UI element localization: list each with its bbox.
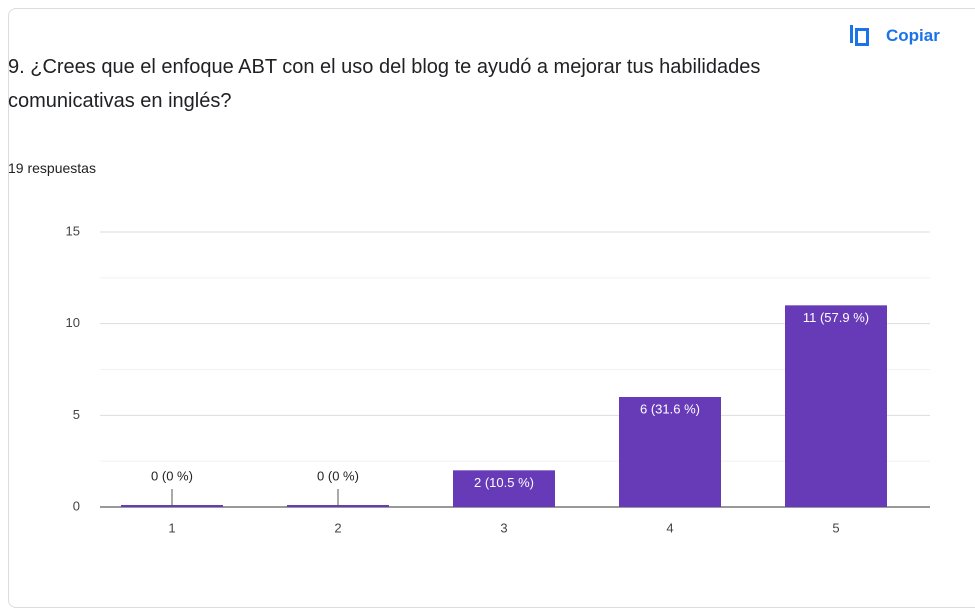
bar bbox=[619, 397, 721, 507]
x-tick-label: 1 bbox=[168, 520, 175, 535]
copy-label: Copiar bbox=[886, 26, 940, 45]
data-label: 2 (10.5 %) bbox=[474, 475, 534, 490]
data-label: 11 (57.9 %) bbox=[803, 310, 869, 325]
x-tick-label: 3 bbox=[500, 520, 507, 535]
response-count: 19 respuestas bbox=[8, 160, 96, 176]
page: 9. ¿Crees que el enfoque ABT con el uso … bbox=[8, 8, 975, 608]
data-label: 0 (0 %) bbox=[151, 468, 193, 483]
x-tick-label: 4 bbox=[666, 520, 673, 535]
data-label: 6 (31.6 %) bbox=[640, 401, 700, 416]
copy-icon bbox=[850, 25, 869, 46]
x-tick-label: 2 bbox=[334, 520, 341, 535]
data-label: 0 (0 %) bbox=[317, 468, 359, 483]
bar bbox=[785, 305, 887, 507]
y-tick-label: 15 bbox=[66, 223, 80, 238]
y-tick-label: 5 bbox=[73, 407, 80, 422]
bar bbox=[453, 470, 555, 507]
copy-button[interactable]: Copiar bbox=[846, 22, 940, 50]
y-tick-label: 0 bbox=[73, 498, 80, 513]
chart: 0 5 10 15 1 0 (0 %) 2 0 (0 %) 3 2 (10.5 %) 4 6 (31.… bbox=[66, 223, 930, 535]
y-tick-label: 10 bbox=[66, 315, 80, 330]
question-title: 9. ¿Crees que el enfoque ABT con el uso … bbox=[8, 56, 761, 112]
x-tick-label: 5 bbox=[832, 520, 839, 535]
